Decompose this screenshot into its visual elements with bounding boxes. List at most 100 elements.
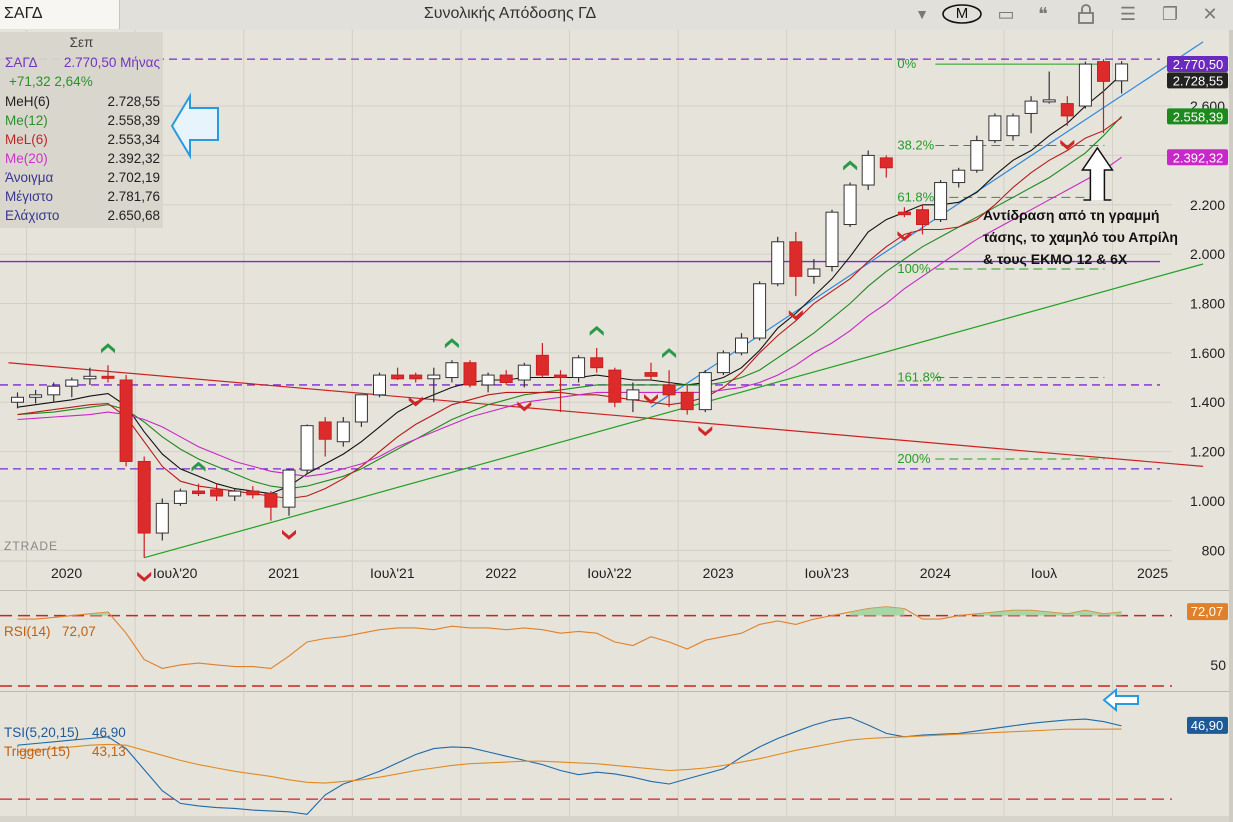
candle	[83, 367, 97, 385]
candle	[934, 180, 948, 223]
restore-icon[interactable]: ❐	[1161, 4, 1179, 24]
close-icon[interactable]: ✕	[1202, 4, 1218, 24]
rsi-overbought-fill	[850, 606, 905, 616]
symbol-input[interactable]: ΣΑΓΔ	[0, 0, 120, 29]
candle-body	[535, 354, 549, 376]
period-button[interactable]: M	[941, 3, 983, 25]
moving-average-line	[17, 156, 1122, 477]
candle-body	[879, 157, 893, 169]
window-icon[interactable]: ▭	[997, 4, 1015, 24]
candle	[427, 367, 441, 403]
candle	[228, 488, 242, 501]
candle	[608, 367, 622, 408]
sell-signal-icon	[644, 394, 658, 405]
candle-body	[499, 374, 513, 383]
candle-body	[264, 493, 278, 508]
x-tick-label: 2021	[268, 565, 299, 581]
chart-title: Συνολικής Απόδοσης ΓΔ	[423, 5, 597, 22]
sell-signal-icon	[788, 310, 803, 321]
x-tick-label: 2020	[51, 565, 82, 581]
candle-body	[934, 182, 948, 221]
candle-body	[807, 268, 821, 277]
sell-signal-icon	[698, 426, 713, 437]
y-tick-label: 1.000	[1190, 493, 1225, 509]
legend-row-label: Μέγιστο	[5, 189, 53, 204]
candle	[336, 417, 350, 447]
candle	[1097, 59, 1110, 134]
candle	[753, 281, 767, 341]
candle-body	[409, 374, 423, 380]
panel-divider	[0, 691, 1233, 692]
candle-body	[282, 469, 296, 508]
candle-body	[753, 283, 767, 339]
candle-body	[716, 352, 730, 374]
candle	[246, 486, 260, 499]
trigger-label: Trigger(15)	[4, 744, 70, 759]
candle	[499, 370, 513, 385]
candle-body	[1006, 115, 1020, 137]
candle	[952, 167, 966, 188]
candle	[626, 382, 640, 413]
menu-icon[interactable]: ☰	[1119, 4, 1137, 24]
candle	[698, 370, 712, 413]
legend-row-label: Me(20)	[5, 151, 48, 166]
candle-body	[228, 490, 242, 497]
tsi-series-line	[17, 716, 1122, 815]
trendline-green	[144, 263, 1204, 559]
moving-average-line	[17, 115, 1123, 490]
candle-body	[897, 211, 911, 216]
candle-body	[318, 421, 332, 440]
fib-label: 38.2%	[897, 138, 934, 153]
sell-signal-icon	[517, 401, 532, 412]
x-tick-label: Ιουλ	[1031, 565, 1057, 581]
buy-signal-icon	[662, 348, 677, 359]
candle-body	[554, 374, 567, 379]
candle	[155, 498, 169, 541]
candle-body	[463, 362, 477, 386]
candle	[1024, 96, 1038, 134]
y-tick-label: 1.200	[1190, 444, 1225, 460]
quote-icon[interactable]: ❝	[1038, 4, 1048, 24]
buy-signal-icon	[101, 343, 115, 354]
watermark: ZTRADE	[4, 539, 58, 553]
chart-canvas[interactable]: 800 1.000 1.200 1.400 1.600 1.800 2.000 2.200 2.…	[0, 30, 1233, 822]
sell-signal-icon	[1060, 139, 1075, 150]
buy-signal-icon	[589, 325, 604, 336]
trendline-red	[8, 362, 1204, 467]
candle	[843, 182, 857, 227]
dropdown-icon[interactable]: ▼	[915, 6, 929, 22]
candle	[354, 394, 368, 427]
candle-body	[1024, 100, 1038, 114]
legend-rows: MeH(6) 2.728,55 Me(12) 2.558,39 MeL(6) 2.553,…	[0, 32, 163, 228]
x-tick-label: Ιουλ'20	[153, 565, 198, 581]
rsi-overbought-fill	[89, 612, 108, 616]
legend-row-value: 2.650,68	[107, 208, 160, 223]
candle	[825, 209, 839, 272]
candle	[680, 384, 694, 415]
candle	[192, 483, 205, 497]
lock-icon[interactable]	[1074, 3, 1098, 25]
candle	[916, 204, 929, 235]
candle	[137, 456, 151, 558]
candle	[1078, 61, 1092, 109]
candle-body	[771, 241, 785, 285]
candle-body	[590, 357, 604, 369]
candle	[644, 362, 658, 381]
candle-body	[246, 490, 260, 496]
candle-body	[988, 115, 1002, 142]
candle	[264, 491, 278, 521]
candle	[1042, 71, 1056, 104]
candle-body	[210, 489, 224, 497]
candle	[65, 377, 79, 398]
candle-body	[119, 379, 133, 462]
legend-row-label: MeL(6)	[5, 132, 48, 147]
tsi-series-line	[17, 728, 1122, 784]
rsi-value: 72,07	[62, 624, 96, 639]
legend-row-value: 2.728,55	[107, 94, 160, 109]
legend-month: Σεπ	[69, 35, 94, 50]
candle	[716, 350, 730, 376]
candle-body	[336, 421, 350, 443]
candle-body	[916, 209, 929, 226]
annotation-text: & τους ΕΚΜΟ 12 & 6Χ	[983, 251, 1128, 267]
annotation-text: Αντίδραση από τη γραμμή	[983, 207, 1159, 223]
